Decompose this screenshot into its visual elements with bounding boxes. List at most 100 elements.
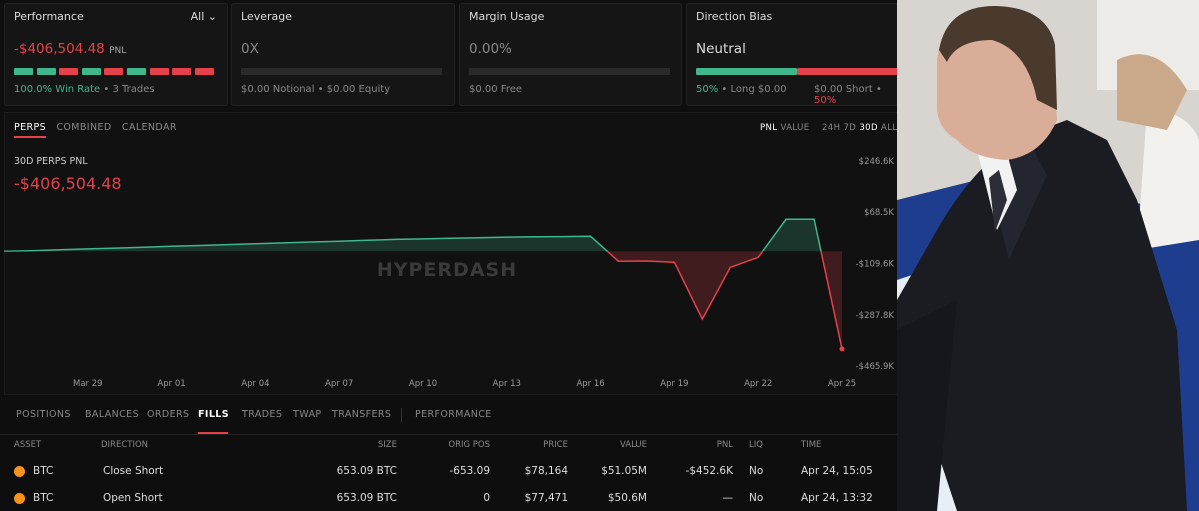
pnl-area [4,219,842,349]
table-cell: $51.05M [601,465,647,477]
progress-track [241,68,442,75]
leverage-card: Leverage 0X $0.00 Notional • $0.00 Equit… [231,3,455,106]
trade-bar [81,68,101,75]
asset-icon [14,466,25,477]
x-tick-label: Apr 13 [493,379,521,389]
x-tick-label: Apr 01 [157,379,185,389]
asset-icon [14,493,25,504]
card-title: Performance [14,10,84,23]
bottom-tab[interactable]: TRANSFERS [332,409,392,420]
metric-tab[interactable]: PNL [760,123,778,133]
range-tab[interactable]: 30D [859,123,878,133]
table-cell: $50.6M [607,492,647,504]
card-value: 0X [241,41,259,57]
direction-cell: Close Short [103,465,164,477]
card-value: Neutral [696,41,746,57]
margin-card: Margin Usage 0.00% $0.00 Free [459,3,682,106]
bottom-tab[interactable]: FILLS [198,409,229,420]
x-tick-label: Apr 22 [744,379,772,389]
y-tick-label: $246.6K [859,157,895,167]
filter-dropdown[interactable]: All ⌄ [190,10,217,23]
chart-tab[interactable]: COMBINED [56,122,112,133]
chart-controls: PNL VALUE 24H 7D 30D ALL [760,123,897,133]
end-dot [839,346,845,352]
divider [0,434,897,435]
chart-tabs: PERPS COMBINED CALENDAR [14,122,177,138]
card-footer: 50% • Long $0.00 $0.00 Short • 50% [696,84,906,105]
column-header[interactable]: ORIG POS [448,440,490,450]
short-amount: $0.00 Short • [814,84,882,95]
pnl-chart: HYPERDASH $246.6K $68.5K -$109.6K -$287.8K -… [4,157,895,389]
column-header[interactable]: TIME [801,440,822,450]
trade-bar [36,68,56,75]
bottom-tab[interactable]: TRADES [242,409,283,420]
filter-label[interactable]: All [190,10,205,23]
bottom-tab[interactable]: BALANCES [85,409,139,420]
table-cell: BTC [33,465,54,477]
y-tick-label: $68.5K [864,208,894,218]
table-cell: — [722,492,734,504]
chart-tab[interactable]: PERPS [14,122,47,138]
column-header[interactable]: DIRECTION [101,440,149,450]
tab-separator [401,408,402,422]
column-header[interactable]: LIQ [749,440,763,450]
table-cell: Apr 24, 15:05 [801,465,873,477]
short-bar [797,68,907,75]
table-cell: Apr 24, 13:32 [801,492,873,504]
table-cell: $77,471 [524,492,568,504]
card-title: Margin Usage [469,10,545,23]
y-tick-label: -$287.8K [856,311,895,321]
trade-bar [194,68,214,75]
card-title: Leverage [241,10,292,23]
direction-cell: Open Short [103,492,163,504]
column-header[interactable]: SIZE [377,440,397,450]
trade-bar [172,68,192,75]
trade-bar [127,68,146,75]
y-tick-label: -$465.9K [856,362,895,372]
table-cell: -653.09 [449,465,490,477]
bottom-tab[interactable]: TWAP [293,409,322,420]
x-tick-label: Apr 04 [241,379,269,389]
range-tab[interactable]: ALL [881,123,897,133]
direction-card: Direction Bias Neutral 50% • Long $0.00 $… [686,3,908,106]
chart-title: 30D PERPS PNL [14,156,88,167]
card-title: Direction Bias [696,10,773,23]
table-cell: -$452.6K [685,465,733,477]
pnl-line [4,218,843,350]
card-footer: $0.00 Free [469,84,523,95]
pnl-amount: -$406,504.48 [14,41,105,57]
card-footer: $0.00 Notional • $0.00 Equity [241,84,391,95]
x-tick-label: Apr 07 [325,379,353,389]
x-tick-label: Mar 29 [73,379,103,389]
table-cell: $78,164 [524,465,568,477]
tab-underline [198,432,228,434]
bottom-tab[interactable]: ORDERS [147,409,190,420]
bottom-tab[interactable]: PERFORMANCE [415,409,492,420]
pnl-value: -$406,504.48 PNL [14,41,126,57]
column-header[interactable]: ASSET [14,440,42,450]
column-header[interactable]: VALUE [620,440,647,450]
pnl-unit: PNL [109,46,127,56]
chart-tab[interactable]: CALENDAR [121,122,177,133]
table-cell: 653.09 BTC [336,465,397,477]
bottom-tab[interactable]: POSITIONS [16,409,71,420]
long-amount: • Long $0.00 [721,84,787,95]
x-tick-label: Apr 16 [576,379,604,389]
video-overlay [897,0,1199,511]
long-bar [696,68,797,75]
metric-tab[interactable]: VALUE [780,123,810,133]
performance-card: Performance All ⌄ -$406,504.48 PNL 100.0… [4,3,228,106]
card-value: 0.00% [469,41,512,57]
x-tick-label: Apr 25 [828,379,856,389]
win-rate: 100.0% Win Rate [14,84,101,95]
column-header[interactable]: PRICE [543,440,568,450]
trade-bar [104,68,124,75]
fills-panel [0,398,897,511]
trades-count: • 3 Trades [103,84,155,95]
table-cell: BTC [33,492,54,504]
column-header[interactable]: PNL [716,440,733,450]
range-tab[interactable]: 24H [821,123,841,133]
range-tab[interactable]: 7D [843,123,857,133]
x-tick-label: Apr 10 [409,379,437,389]
